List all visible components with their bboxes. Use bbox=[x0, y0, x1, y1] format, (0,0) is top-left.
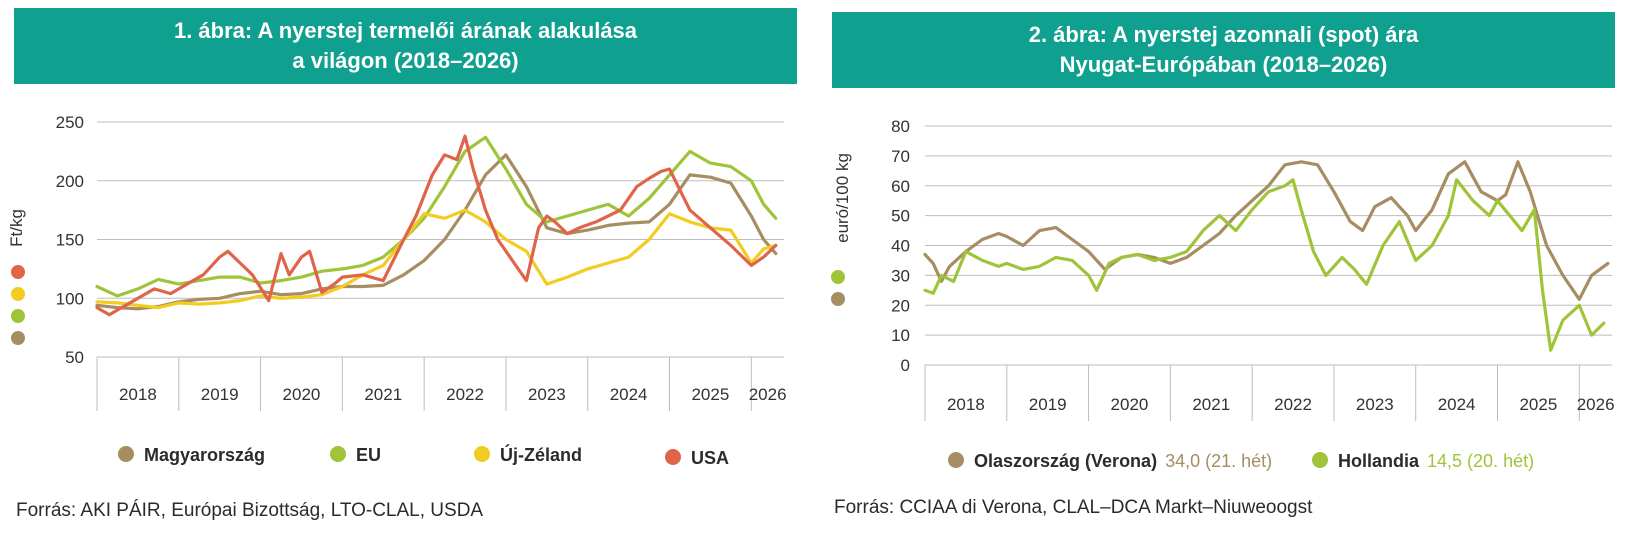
legend-dot bbox=[118, 446, 134, 462]
chart2-legend-item: Hollandia 14,5 (20. hét) bbox=[1312, 451, 1534, 472]
x-tick-label: 2026 bbox=[749, 385, 787, 404]
x-tick-label: 2020 bbox=[1111, 395, 1149, 414]
x-tick-label: 2023 bbox=[528, 385, 566, 404]
legend-label: USA bbox=[691, 448, 730, 468]
y-tick-label: 30 bbox=[891, 266, 910, 285]
series-line bbox=[95, 208, 778, 310]
chart2-legend-item: Olaszország (Verona) 34,0 (21. hét) bbox=[948, 451, 1272, 472]
chart1-title-line1: 1. ábra: A nyerstej termelői árának alak… bbox=[173, 18, 638, 43]
chart1-title-line2: a világon (2018–2026) bbox=[292, 48, 519, 73]
x-tick-label: 2020 bbox=[283, 385, 321, 404]
y-tick-label: 60 bbox=[891, 177, 910, 196]
y-tick-label: 50 bbox=[891, 207, 910, 226]
series-line bbox=[95, 153, 778, 311]
chart1-title-banner: 1. ábra: A nyerstej termelői árának alak… bbox=[14, 8, 797, 84]
y-tick-label: 150 bbox=[56, 231, 84, 250]
chart1-side-dot-ujzeland bbox=[11, 287, 25, 301]
chart1-side-dot-usa bbox=[11, 265, 25, 279]
chart1-legend-item: USA bbox=[665, 448, 729, 469]
chart1-legend-item: Magyarország bbox=[118, 445, 265, 466]
y-tick-label: 50 bbox=[65, 348, 84, 367]
x-tick-label: 2026 bbox=[1577, 395, 1615, 414]
y-axis-label: euró/100 kg bbox=[833, 153, 852, 243]
y-tick-label: 10 bbox=[891, 326, 910, 345]
legend-dot bbox=[665, 449, 681, 465]
y-tick-label: 80 bbox=[891, 117, 910, 136]
chart1-side-dot-magyarorszag bbox=[11, 331, 25, 345]
chart2-title-banner: 2. ábra: A nyerstej azonnali (spot) ára … bbox=[832, 12, 1615, 88]
chart1-side-dot-eu bbox=[11, 309, 25, 323]
y-tick-label: 0 bbox=[901, 356, 910, 375]
chart1-plot: 50 100 150 200 250 2018 2019 2020 2021 2022 2023 20… bbox=[7, 113, 787, 411]
x-tick-label: 2018 bbox=[947, 395, 985, 414]
chart2-plot: 0 10 20 30 40 50 60 70 80 2018 2019 2020 2021 2022 202… bbox=[833, 117, 1615, 421]
series-line bbox=[95, 135, 778, 298]
legend-label: Magyarország bbox=[144, 445, 266, 465]
x-tick-label: 2024 bbox=[610, 385, 648, 404]
x-tick-label: 2021 bbox=[364, 385, 402, 404]
chart2-source: Forrás: CCIAA di Verona, CLAL–DCA Markt–… bbox=[834, 497, 1313, 518]
legend-note: 14,5 (20. hét) bbox=[1427, 451, 1535, 471]
x-tick-label: 2024 bbox=[1438, 395, 1476, 414]
x-tick-label: 2023 bbox=[1356, 395, 1394, 414]
legend-dot bbox=[1312, 452, 1328, 468]
y-tick-label: 250 bbox=[56, 113, 84, 132]
y-tick-label: 20 bbox=[891, 296, 910, 315]
legend-label: Új-Zéland bbox=[500, 445, 583, 465]
y-axis-label: Ft/kg bbox=[7, 209, 26, 247]
chart2-title-line1: 2. ábra: A nyerstej azonnali (spot) ára bbox=[1028, 22, 1419, 47]
legend-label: Olaszország (Verona) bbox=[974, 451, 1158, 471]
chart2-side-dot-olasz bbox=[831, 292, 845, 306]
x-tick-label: 2018 bbox=[119, 385, 157, 404]
chart1-source: Forrás: AKI PÁIR, Európai Bizottság, LTO… bbox=[16, 500, 484, 521]
x-tick-label: 2019 bbox=[201, 385, 239, 404]
y-tick-label: 200 bbox=[56, 172, 84, 191]
x-tick-label: 2025 bbox=[691, 385, 729, 404]
x-tick-label: 2022 bbox=[1274, 395, 1312, 414]
x-tick-label: 2021 bbox=[1192, 395, 1230, 414]
series-line bbox=[95, 134, 778, 317]
y-tick-label: 100 bbox=[56, 289, 84, 308]
y-tick-label: 40 bbox=[891, 237, 910, 256]
chart1-legend-item: Új-Zéland bbox=[474, 445, 582, 466]
legend-label: EU bbox=[356, 445, 382, 465]
legend-dot bbox=[474, 446, 490, 462]
series-line bbox=[923, 160, 1610, 301]
legend-label: Hollandia bbox=[1338, 451, 1420, 471]
y-tick-label: 70 bbox=[891, 147, 910, 166]
chart2-side-dot-holland bbox=[831, 270, 845, 284]
x-tick-label: 2025 bbox=[1519, 395, 1557, 414]
legend-note: 34,0 (21. hét) bbox=[1165, 451, 1273, 471]
chart1-legend-item: EU bbox=[330, 445, 381, 466]
x-tick-label: 2019 bbox=[1029, 395, 1067, 414]
legend-dot bbox=[330, 446, 346, 462]
x-tick-label: 2022 bbox=[446, 385, 484, 404]
chart2-title-line2: Nyugat-Európában (2018–2026) bbox=[1059, 52, 1388, 77]
legend-dot bbox=[948, 452, 964, 468]
series-line bbox=[923, 178, 1606, 352]
